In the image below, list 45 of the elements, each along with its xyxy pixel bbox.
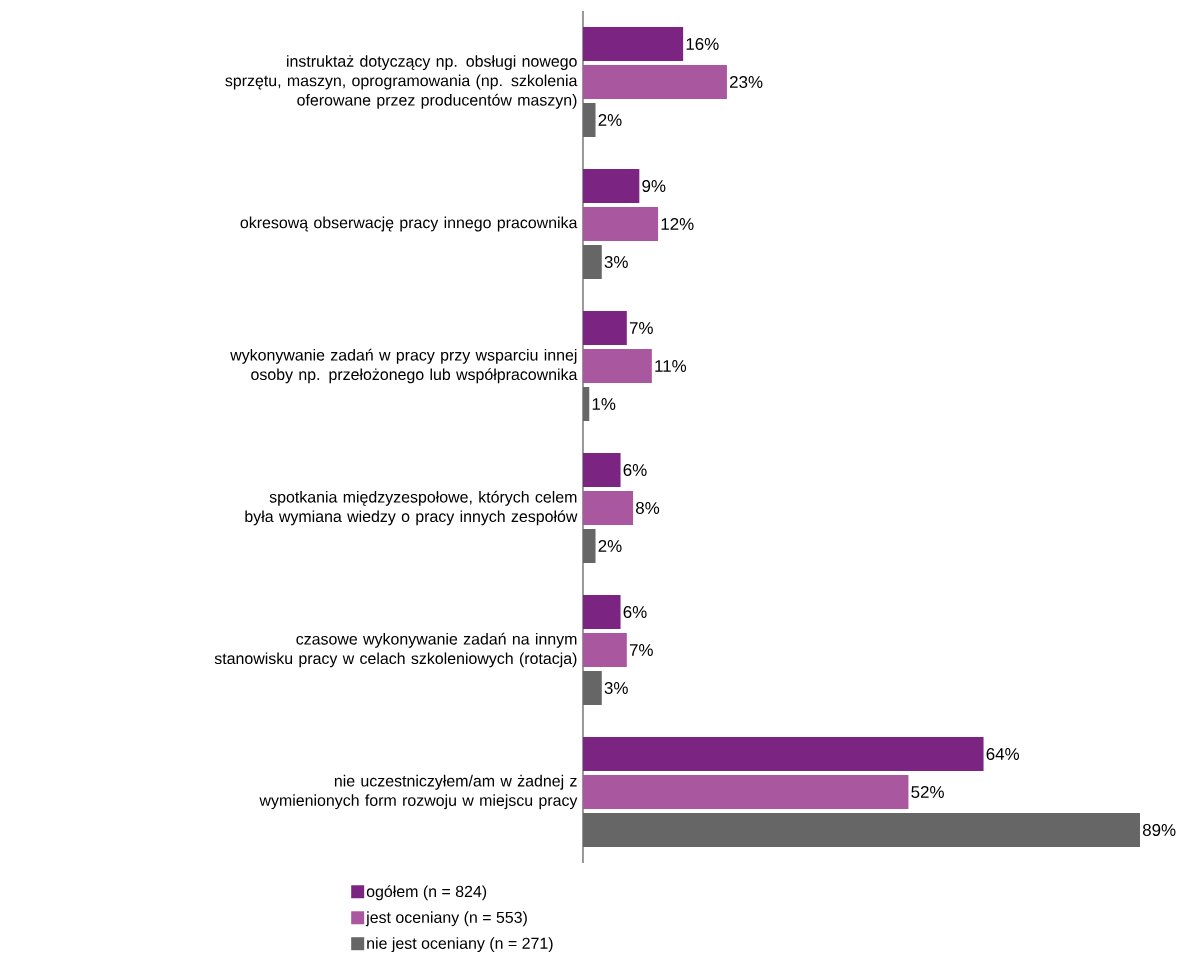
bar [583, 245, 602, 279]
bar [583, 349, 652, 383]
y-tick-label: nie uczestniczyłem/am w żadnej z wymienionych form rozwoju w miejscu pracy [259, 774, 578, 810]
legend-label: nie jest oceniany (n = 271) [367, 937, 553, 953]
data-label: 64% [986, 748, 1020, 761]
bar [583, 595, 621, 630]
y-tick-label: okresową obserwację pracy innego pracownika [240, 216, 578, 232]
data-label: 6% [623, 464, 647, 477]
bar [583, 671, 602, 706]
y-tick-label: instruktaż dotyczący np. obsługi nowego sprzętu, maszyn, oprogramowania (np. szkolenia oferowane przez producentów maszyn) [225, 55, 578, 109]
data-label: 52% [911, 786, 944, 799]
bar [583, 775, 909, 810]
bar [583, 529, 596, 564]
bar [583, 103, 596, 137]
bar [583, 491, 634, 526]
bar [583, 169, 640, 203]
legend-label: jest oceniany (n = 553) [365, 911, 527, 927]
bar [583, 311, 627, 345]
y-tick-label: czasowe wykonywanie zadań na innym stanowisku pracy w celach szkoleniowych (rotacja) [214, 632, 577, 668]
data-label: 7% [629, 322, 653, 334]
data-label: 8% [636, 502, 660, 515]
data-label: 12% [661, 218, 694, 230]
data-label: 11% [655, 360, 687, 372]
data-label: 23% [730, 76, 763, 88]
data-label: 2% [598, 540, 622, 552]
data-label: 1% [592, 398, 616, 410]
data-label: 16% [686, 38, 719, 50]
bar [583, 453, 621, 488]
legend-label: ogółem (n = 824) [366, 885, 487, 901]
bar [583, 387, 590, 422]
data-label: 2% [598, 114, 622, 126]
y-tick-label: wykonywanie zadań w pracy przy wsparciu innej osoby np. przełożonego lub współpracownika [230, 348, 578, 384]
data-label: 89% [1142, 824, 1176, 837]
y-tick-label: spotkania międzyzespołowe, których celem była wymiana wiedzy o pracy innych zespołów [245, 490, 578, 526]
data-label: 9% [642, 180, 666, 192]
data-label: 7% [629, 644, 653, 656]
bar [583, 27, 684, 61]
data-label: 3% [604, 256, 628, 269]
data-label: 3% [604, 682, 628, 695]
bar [583, 633, 627, 668]
bar [583, 65, 727, 99]
bar [583, 207, 659, 241]
bar [583, 737, 984, 772]
bar [583, 813, 1141, 848]
data-label: 6% [623, 606, 647, 619]
